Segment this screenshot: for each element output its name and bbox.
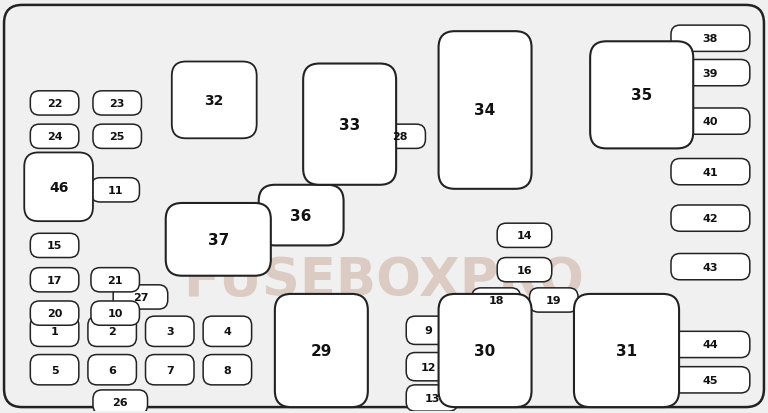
Text: 5: 5: [51, 365, 58, 375]
Text: 6: 6: [108, 365, 116, 375]
Text: 29: 29: [311, 343, 332, 358]
Text: 23: 23: [110, 99, 125, 109]
FancyBboxPatch shape: [203, 355, 252, 385]
Text: 9: 9: [425, 325, 432, 335]
FancyBboxPatch shape: [30, 125, 79, 149]
Text: 1: 1: [51, 327, 58, 337]
FancyBboxPatch shape: [406, 385, 458, 411]
FancyBboxPatch shape: [25, 153, 93, 222]
FancyBboxPatch shape: [30, 355, 79, 385]
FancyBboxPatch shape: [91, 178, 140, 202]
Text: 4: 4: [223, 327, 231, 337]
FancyBboxPatch shape: [166, 204, 271, 276]
FancyBboxPatch shape: [145, 316, 194, 347]
Text: 3: 3: [166, 327, 174, 337]
FancyBboxPatch shape: [671, 109, 750, 135]
FancyBboxPatch shape: [30, 316, 79, 347]
FancyBboxPatch shape: [671, 60, 750, 87]
FancyBboxPatch shape: [529, 288, 578, 312]
Text: 18: 18: [488, 295, 504, 305]
FancyBboxPatch shape: [93, 125, 141, 149]
FancyBboxPatch shape: [406, 353, 451, 381]
FancyBboxPatch shape: [439, 294, 531, 407]
FancyBboxPatch shape: [30, 268, 79, 292]
Text: 32: 32: [204, 94, 224, 108]
FancyBboxPatch shape: [88, 355, 137, 385]
FancyBboxPatch shape: [374, 125, 425, 149]
Text: 17: 17: [47, 275, 62, 285]
Text: 41: 41: [703, 167, 718, 177]
FancyBboxPatch shape: [303, 64, 396, 185]
FancyBboxPatch shape: [91, 301, 140, 325]
FancyBboxPatch shape: [91, 268, 140, 292]
FancyBboxPatch shape: [671, 159, 750, 185]
Text: 21: 21: [108, 275, 123, 285]
Text: 37: 37: [207, 232, 229, 247]
Text: 20: 20: [47, 309, 62, 318]
Text: 38: 38: [703, 34, 718, 44]
Text: 25: 25: [110, 132, 125, 142]
Text: 33: 33: [339, 117, 360, 132]
FancyBboxPatch shape: [203, 316, 252, 347]
FancyBboxPatch shape: [574, 294, 679, 407]
FancyBboxPatch shape: [671, 254, 750, 280]
Text: 11: 11: [108, 185, 123, 195]
Text: 35: 35: [631, 88, 652, 103]
Text: 45: 45: [703, 375, 718, 385]
FancyBboxPatch shape: [671, 332, 750, 358]
FancyBboxPatch shape: [259, 185, 343, 246]
FancyBboxPatch shape: [671, 206, 750, 232]
Text: 13: 13: [424, 393, 440, 403]
FancyBboxPatch shape: [93, 390, 147, 413]
Text: 15: 15: [47, 241, 62, 251]
Text: 16: 16: [517, 265, 532, 275]
FancyBboxPatch shape: [497, 258, 551, 282]
FancyBboxPatch shape: [439, 32, 531, 190]
Text: 31: 31: [616, 343, 637, 358]
Text: 34: 34: [475, 103, 495, 118]
FancyBboxPatch shape: [30, 234, 79, 258]
Text: 2: 2: [108, 327, 116, 337]
Text: 19: 19: [546, 295, 561, 305]
FancyBboxPatch shape: [406, 316, 451, 344]
FancyBboxPatch shape: [671, 367, 750, 393]
Text: 39: 39: [703, 69, 718, 78]
FancyBboxPatch shape: [88, 316, 137, 347]
Text: 30: 30: [475, 343, 495, 358]
Text: 36: 36: [290, 208, 312, 223]
Text: FUSEBOXPRO: FUSEBOXPRO: [184, 254, 584, 306]
Text: 14: 14: [517, 231, 532, 241]
Text: 22: 22: [47, 99, 62, 109]
Text: 44: 44: [703, 339, 718, 349]
FancyBboxPatch shape: [275, 294, 368, 407]
FancyBboxPatch shape: [671, 26, 750, 52]
FancyBboxPatch shape: [113, 285, 167, 309]
Text: 42: 42: [703, 214, 718, 223]
Text: 40: 40: [703, 117, 718, 127]
FancyBboxPatch shape: [472, 288, 521, 312]
Text: 24: 24: [47, 132, 62, 142]
Text: 27: 27: [133, 292, 148, 302]
Text: 46: 46: [49, 180, 68, 195]
Text: 43: 43: [703, 262, 718, 272]
FancyBboxPatch shape: [93, 92, 141, 116]
FancyBboxPatch shape: [497, 223, 551, 248]
FancyBboxPatch shape: [145, 355, 194, 385]
FancyBboxPatch shape: [30, 92, 79, 116]
Text: 7: 7: [166, 365, 174, 375]
FancyBboxPatch shape: [4, 6, 764, 407]
Text: 28: 28: [392, 132, 407, 142]
Text: 8: 8: [223, 365, 231, 375]
Text: 12: 12: [421, 362, 436, 372]
Text: 26: 26: [112, 397, 128, 407]
FancyBboxPatch shape: [30, 301, 79, 325]
FancyBboxPatch shape: [590, 42, 694, 149]
Text: 10: 10: [108, 309, 123, 318]
FancyBboxPatch shape: [172, 62, 257, 139]
